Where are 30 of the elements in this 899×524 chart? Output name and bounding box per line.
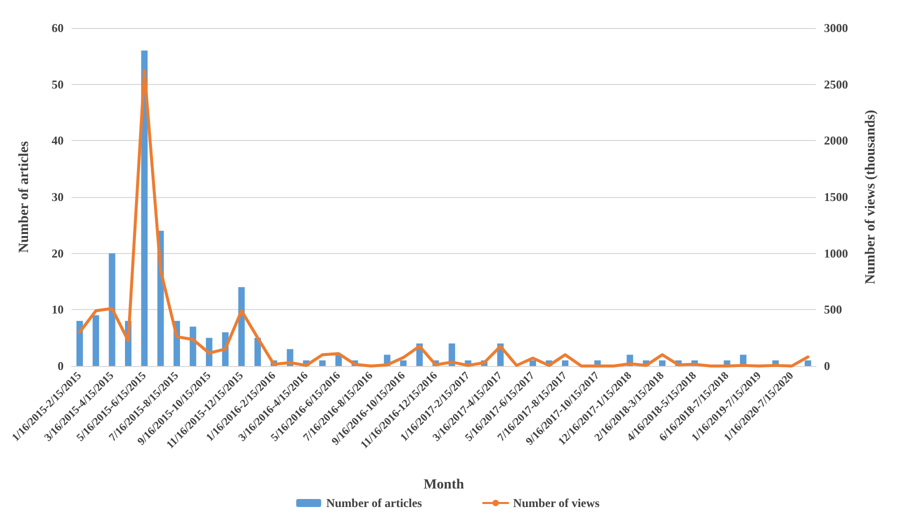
- bar: [530, 360, 536, 366]
- bar: [562, 360, 568, 366]
- bar: [76, 320, 83, 366]
- line-series: [78, 69, 810, 368]
- x-axis-title: Month: [424, 478, 464, 492]
- y2-tick-label: 1000: [824, 246, 848, 260]
- y2-tick-label: 2500: [824, 77, 848, 92]
- y-tick-label: 60: [52, 21, 64, 35]
- legend-label: Number of views: [513, 496, 600, 510]
- bar: [190, 326, 196, 366]
- y-tick-label: 10: [52, 302, 64, 317]
- bar: [92, 315, 100, 366]
- y-tick-label: 20: [52, 246, 64, 260]
- y-tick-label: 0: [58, 359, 64, 373]
- y-tick-label: 40: [52, 134, 64, 148]
- bar: [659, 360, 666, 366]
- y-axis-title: Number of articles: [17, 140, 32, 253]
- y2-tick-label: 1500: [824, 190, 848, 204]
- y2-axis-title: Number of views (thousands): [864, 109, 878, 284]
- y2-tick-label: 500: [824, 302, 842, 317]
- bar: [108, 253, 116, 366]
- y2-tick-label: 3000: [824, 21, 848, 35]
- bar: [804, 360, 812, 366]
- y-tick-label: 30: [52, 190, 64, 204]
- bar: [400, 360, 407, 366]
- y2-tick-label: 2000: [824, 134, 848, 148]
- bar: [319, 360, 326, 366]
- legend-label: Number of articles: [326, 496, 422, 510]
- y-tick-label: 50: [52, 77, 64, 92]
- y2-tick-label: 0: [824, 359, 830, 373]
